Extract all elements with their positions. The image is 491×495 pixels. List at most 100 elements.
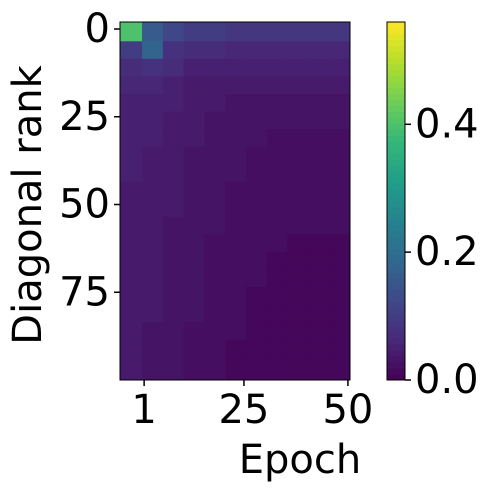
- heatmap-cell: [120, 93, 143, 112]
- heatmap-cell: [266, 269, 289, 288]
- y-tick-label: 50: [59, 182, 110, 228]
- heatmap-cell: [329, 22, 351, 42]
- heatmap-cell: [162, 129, 185, 148]
- heatmap-cell: [204, 76, 226, 95]
- colorbar-segment: [387, 165, 405, 172]
- heatmap-cell: [287, 286, 309, 306]
- heatmap-cell: [308, 339, 330, 358]
- heatmap-cell: [329, 181, 351, 200]
- heatmap-cell: [142, 251, 164, 270]
- x-tick-label: 25: [218, 387, 269, 433]
- heatmap-cell: [142, 304, 164, 323]
- colorbar-segment: [387, 195, 405, 202]
- heatmap-cell: [225, 286, 247, 306]
- heatmap-cell: [204, 304, 226, 323]
- heatmap-cell: [183, 22, 205, 42]
- heatmap-cell: [266, 339, 289, 358]
- heatmap-cell: [329, 129, 351, 148]
- heatmap-cell: [120, 304, 143, 323]
- heatmap-cell: [120, 164, 143, 183]
- colorbar-segment: [387, 201, 405, 208]
- colorbar-segment: [387, 135, 405, 142]
- colorbar-segment: [387, 45, 405, 53]
- heatmap-cell: [246, 322, 268, 341]
- heatmap-cell: [246, 41, 268, 60]
- heatmap-cell: [120, 129, 143, 148]
- heatmap-cell: [329, 286, 351, 306]
- colorbar-segment: [387, 57, 405, 65]
- heatmap-cell: [225, 304, 247, 323]
- heatmap-cell: [162, 251, 185, 270]
- heatmap-cell: [287, 93, 309, 112]
- heatmap-cell: [142, 93, 164, 112]
- heatmap-cell: [266, 129, 289, 148]
- colorbar-segment: [387, 159, 405, 166]
- heatmap-cell: [162, 339, 185, 358]
- heatmap-cell: [246, 146, 268, 165]
- heatmap-cell: [246, 58, 268, 77]
- colorbar-segment: [387, 326, 405, 333]
- heatmap-cell: [225, 146, 247, 165]
- heatmap-cell: [287, 357, 309, 381]
- heatmap-cell: [204, 22, 226, 42]
- heatmap-cell: [308, 304, 330, 323]
- heatmap-cell: [225, 93, 247, 112]
- heatmap-cell: [225, 22, 247, 42]
- colorbar-segment: [387, 296, 405, 303]
- heatmap-cell: [142, 111, 164, 130]
- heatmap-cell: [183, 286, 205, 306]
- colorbar-segment: [387, 374, 405, 381]
- heatmap-cell: [266, 93, 289, 112]
- heatmap-cell: [225, 251, 247, 270]
- heatmap-cell: [204, 286, 226, 306]
- heatmap-cell: [266, 322, 289, 341]
- heatmap-cell: [204, 58, 226, 77]
- colorbar-segment: [387, 242, 405, 250]
- heatmap-cell: [287, 181, 309, 200]
- colorbar-tick-label: 0.4: [415, 101, 479, 147]
- heatmap-cell: [329, 111, 351, 130]
- heatmap-cell: [162, 322, 185, 341]
- colorbar-frame: [386, 21, 406, 381]
- colorbar-segment: [387, 278, 405, 286]
- heatmap-cell: [225, 216, 247, 235]
- heatmap-cell: [329, 146, 351, 165]
- heatmap-cell: [162, 216, 185, 235]
- colorbar-segment: [387, 39, 405, 47]
- heatmap-cell: [183, 164, 205, 183]
- colorbar-segment: [387, 87, 405, 95]
- heatmap-cell: [329, 339, 351, 358]
- heatmap-cell: [225, 269, 247, 288]
- colorbar-segment: [387, 284, 405, 291]
- y-axis-label: Diagonal rank: [5, 64, 51, 344]
- heatmap-cell: [183, 129, 205, 148]
- heatmap-cell: [225, 164, 247, 183]
- colorbar-segment: [387, 183, 405, 190]
- heatmap-cell: [183, 111, 205, 130]
- heatmap-cell: [204, 41, 226, 60]
- colorbar-segment: [387, 254, 405, 262]
- heatmap-cell: [329, 93, 351, 112]
- heatmap-cell: [183, 93, 205, 112]
- heatmap-cell: [308, 199, 330, 218]
- heatmap-cell: [266, 181, 289, 200]
- heatmap-cell: [308, 129, 330, 148]
- heatmap-cell: [120, 146, 143, 165]
- heatmap-cell: [266, 199, 289, 218]
- heatmap-cell: [246, 304, 268, 323]
- heatmap-cell: [308, 216, 330, 235]
- heatmap-cell: [120, 111, 143, 130]
- colorbar-segment: [387, 129, 405, 136]
- heatmap-cell: [142, 322, 164, 341]
- heatmap-cell: [287, 322, 309, 341]
- colorbar-segment: [387, 147, 405, 154]
- colorbar-segment: [387, 22, 405, 29]
- heatmap-cell: [162, 58, 185, 77]
- heatmap-cell: [225, 181, 247, 200]
- heatmap-cell: [142, 146, 164, 165]
- heatmap-cell: [162, 164, 185, 183]
- colorbar-segment: [387, 368, 405, 375]
- heatmap-cell: [120, 181, 143, 200]
- heatmap-cell: [287, 146, 309, 165]
- heatmap-cell: [287, 111, 309, 130]
